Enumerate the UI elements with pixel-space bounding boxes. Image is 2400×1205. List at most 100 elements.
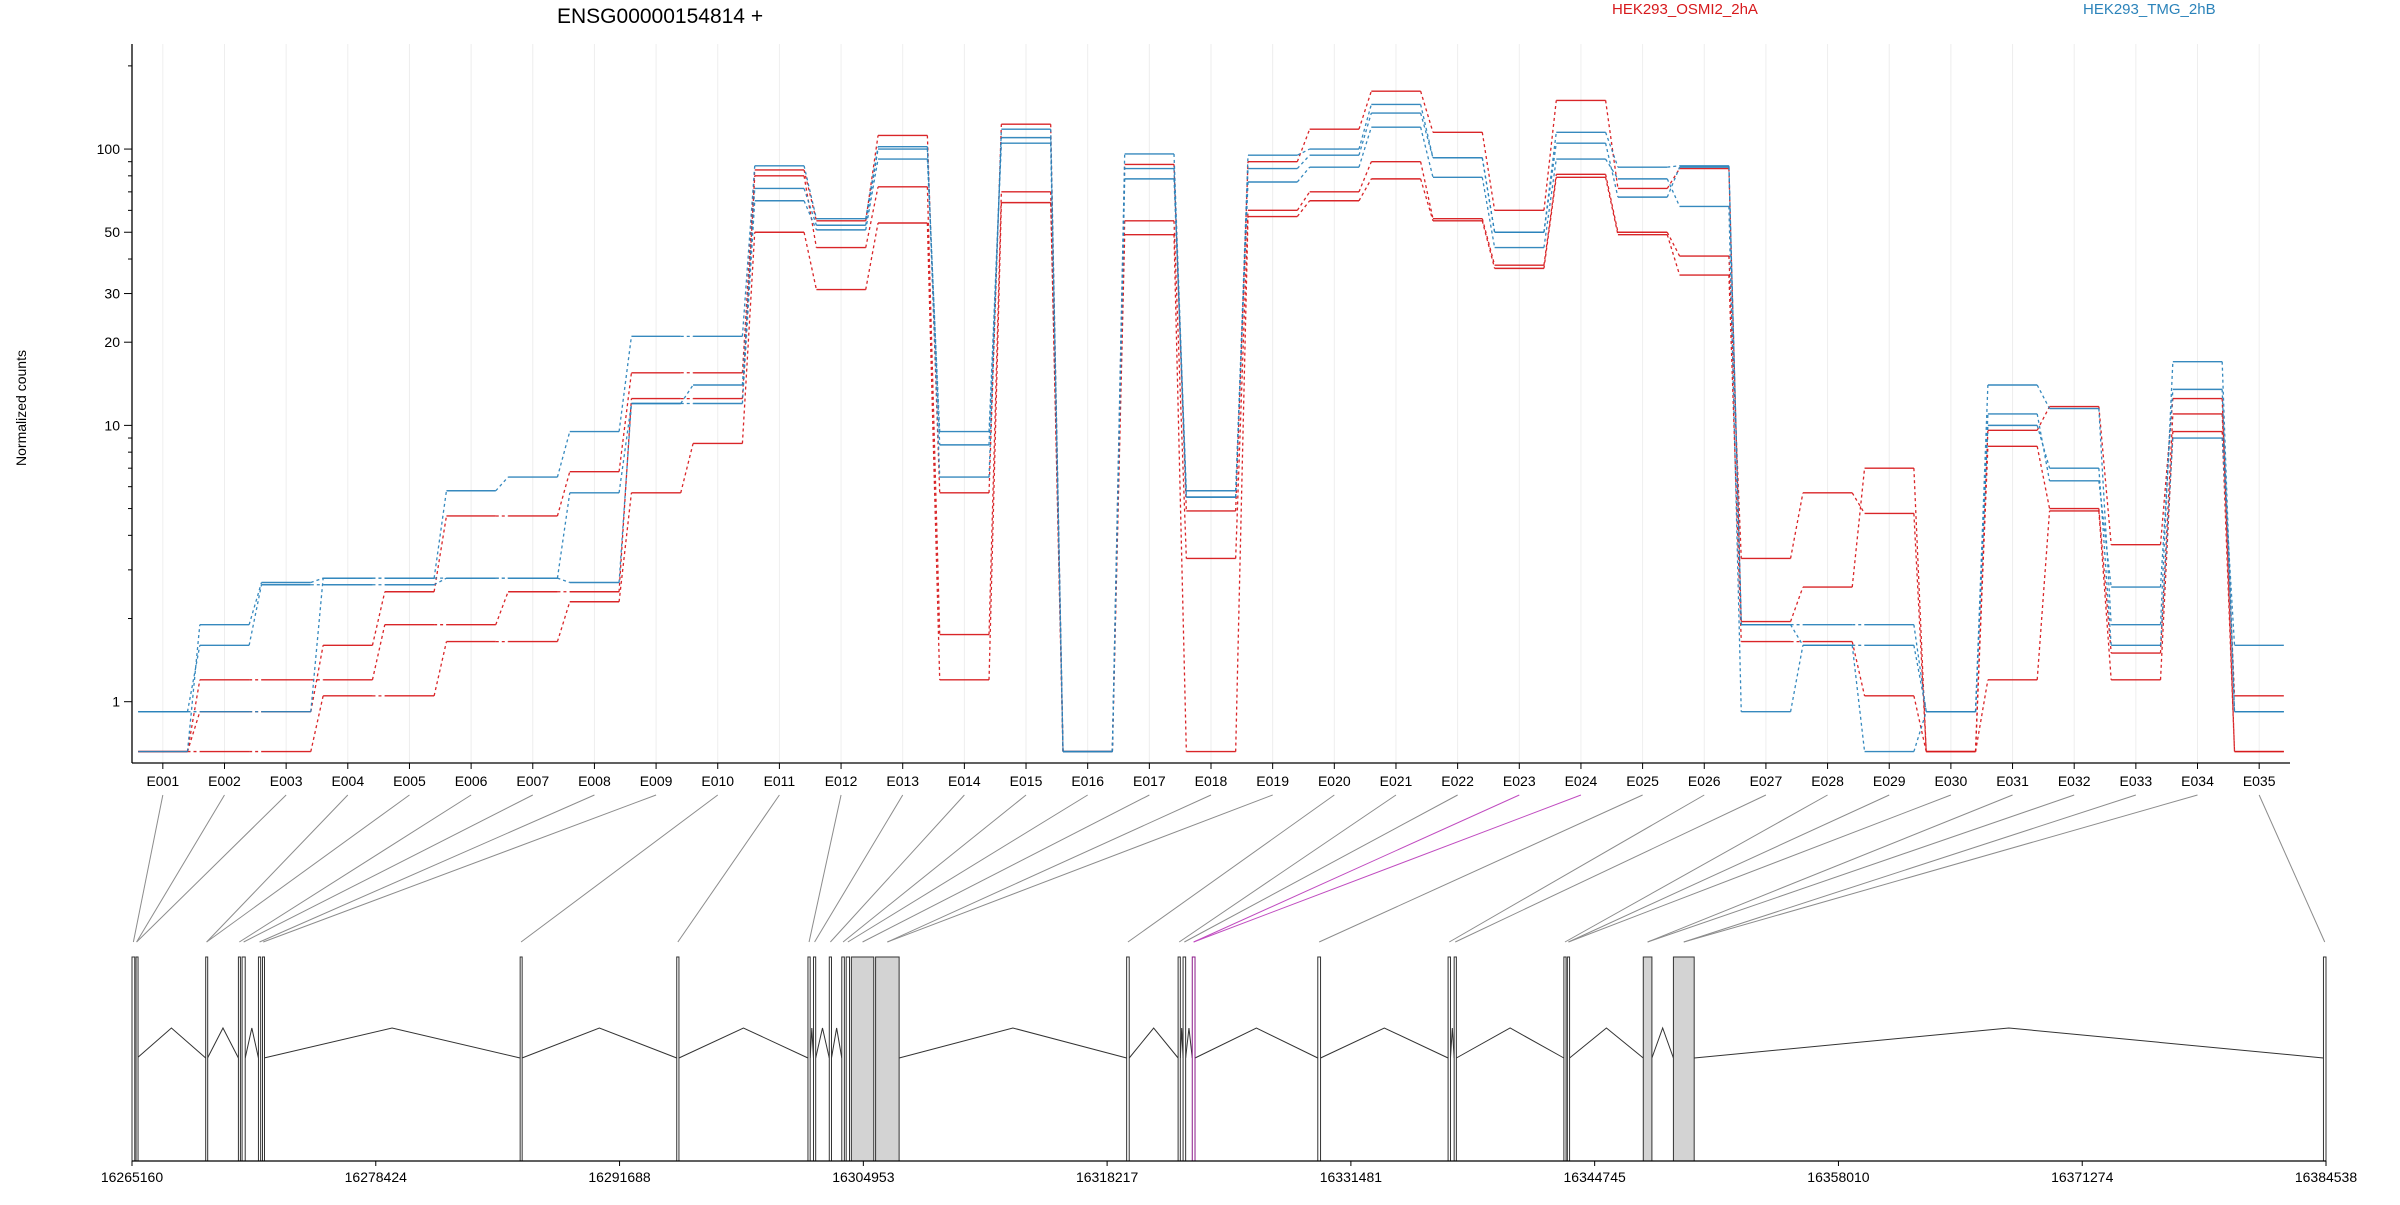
x-tick-label: E034 xyxy=(2181,773,2214,789)
exon-connector xyxy=(830,794,965,943)
exon-connector xyxy=(842,794,1027,943)
x-tick-label: E016 xyxy=(1071,773,1104,789)
exon-box xyxy=(1126,956,1130,1162)
x-tick-label: E013 xyxy=(886,773,919,789)
x-tick-label: E008 xyxy=(578,773,611,789)
x-tick-label: E021 xyxy=(1380,773,1413,789)
exon-box xyxy=(1447,956,1451,1162)
exon-connector xyxy=(136,794,225,943)
intron xyxy=(1449,1027,1455,1059)
x-tick-label: E027 xyxy=(1750,773,1783,789)
exon-connector xyxy=(1568,794,1890,943)
intron xyxy=(1320,1027,1449,1059)
exon-box xyxy=(205,956,209,1162)
exon-connector xyxy=(520,794,719,943)
x-tick-label: E033 xyxy=(2120,773,2153,789)
intron xyxy=(1694,1027,2324,1059)
x-tick-label: E031 xyxy=(1996,773,2029,789)
series-connector xyxy=(186,104,2236,752)
exon-connector xyxy=(1318,794,1643,943)
x-tick-label: E002 xyxy=(208,773,241,789)
x-tick-label: E020 xyxy=(1318,773,1351,789)
exon-connector xyxy=(1193,794,1582,943)
exon-connector xyxy=(132,794,164,943)
exon-box xyxy=(241,956,246,1162)
intron xyxy=(1569,1027,1644,1059)
exon-box xyxy=(135,956,139,1162)
exon-box xyxy=(875,956,900,1162)
exon-box xyxy=(845,956,851,1162)
exon-box xyxy=(676,956,680,1162)
series-connector xyxy=(186,90,2236,752)
exon-box xyxy=(257,956,262,1162)
exon-connector xyxy=(1184,794,1458,943)
intron xyxy=(207,1026,239,1059)
series-connector xyxy=(186,112,2236,752)
exon-connector xyxy=(887,794,1212,943)
intron xyxy=(678,1027,809,1059)
genome-tick-label: 16331481 xyxy=(1320,1169,1383,1185)
exon-connector xyxy=(2258,794,2326,943)
intron xyxy=(815,1027,830,1059)
y-axis-label: Normalized counts xyxy=(13,350,29,466)
x-tick-label: E019 xyxy=(1256,773,1289,789)
exon-connector xyxy=(206,794,410,943)
y-axis-ticks: 1 10 20 30 50 100 xyxy=(97,65,132,710)
exon-box xyxy=(1182,956,1187,1162)
intron xyxy=(1651,1026,1674,1059)
x-tick-label: E029 xyxy=(1873,773,1906,789)
y-tick-label: 20 xyxy=(104,334,120,350)
exon-box xyxy=(1566,956,1571,1162)
x-tick-label: E017 xyxy=(1133,773,1166,789)
exon-connector xyxy=(677,794,780,943)
exon-box xyxy=(131,956,136,1162)
genome-tick-label: 16344745 xyxy=(1564,1169,1627,1185)
exon-box xyxy=(807,956,811,1162)
genome-tick-label: 16265160 xyxy=(101,1169,164,1185)
x-tick-label: E005 xyxy=(393,773,426,789)
exon-connector xyxy=(1647,794,2013,943)
exon-connector xyxy=(887,794,1273,943)
genome-tick-label: 16384538 xyxy=(2295,1169,2358,1185)
intron xyxy=(809,1027,814,1059)
exon-connector xyxy=(847,794,1088,943)
intron xyxy=(1185,1027,1193,1059)
x-tick-label: E007 xyxy=(516,773,549,789)
exon-connector xyxy=(1683,794,2198,943)
intron xyxy=(263,1027,521,1059)
exon-box xyxy=(519,956,523,1162)
exon-connector xyxy=(239,794,472,943)
x-tick-label: E026 xyxy=(1688,773,1721,789)
series-line xyxy=(138,103,2284,753)
exon-connector xyxy=(1193,794,1520,943)
exon-box xyxy=(828,956,832,1162)
x-tick-label: E006 xyxy=(455,773,488,789)
y-tick-label: 50 xyxy=(104,224,120,240)
genome-tick-label: 16278424 xyxy=(345,1169,408,1185)
exon-box xyxy=(1672,956,1695,1162)
series-layer xyxy=(138,90,2284,753)
x-tick-label: E018 xyxy=(1195,773,1228,789)
legend-label-osmi2: HEK293_OSMI2_2hA xyxy=(1612,1,1758,18)
exon-connector xyxy=(1683,794,2137,943)
exon-connector xyxy=(243,794,533,943)
x-tick-label: E001 xyxy=(146,773,179,789)
exon-connector xyxy=(263,794,657,943)
exon-connector xyxy=(136,794,287,943)
exon-box xyxy=(841,956,845,1162)
x-tick-label: E003 xyxy=(270,773,303,789)
vertical-gridlines xyxy=(162,44,2260,763)
intron xyxy=(830,1027,843,1059)
exon-box xyxy=(1453,956,1457,1162)
x-tick-label: E012 xyxy=(825,773,858,789)
intron xyxy=(136,1027,207,1059)
exon-connector xyxy=(862,794,1150,943)
exon-connectors xyxy=(132,794,2326,943)
exon-connector xyxy=(1449,794,1705,943)
x-tick-label: E023 xyxy=(1503,773,1536,789)
chart-title: ENSG00000154814 + xyxy=(557,5,763,28)
genome-tick-label: 16371274 xyxy=(2051,1169,2114,1185)
x-tick-label: E010 xyxy=(701,773,734,789)
x-tick-label: E004 xyxy=(331,773,364,789)
exon-box xyxy=(1563,956,1567,1162)
